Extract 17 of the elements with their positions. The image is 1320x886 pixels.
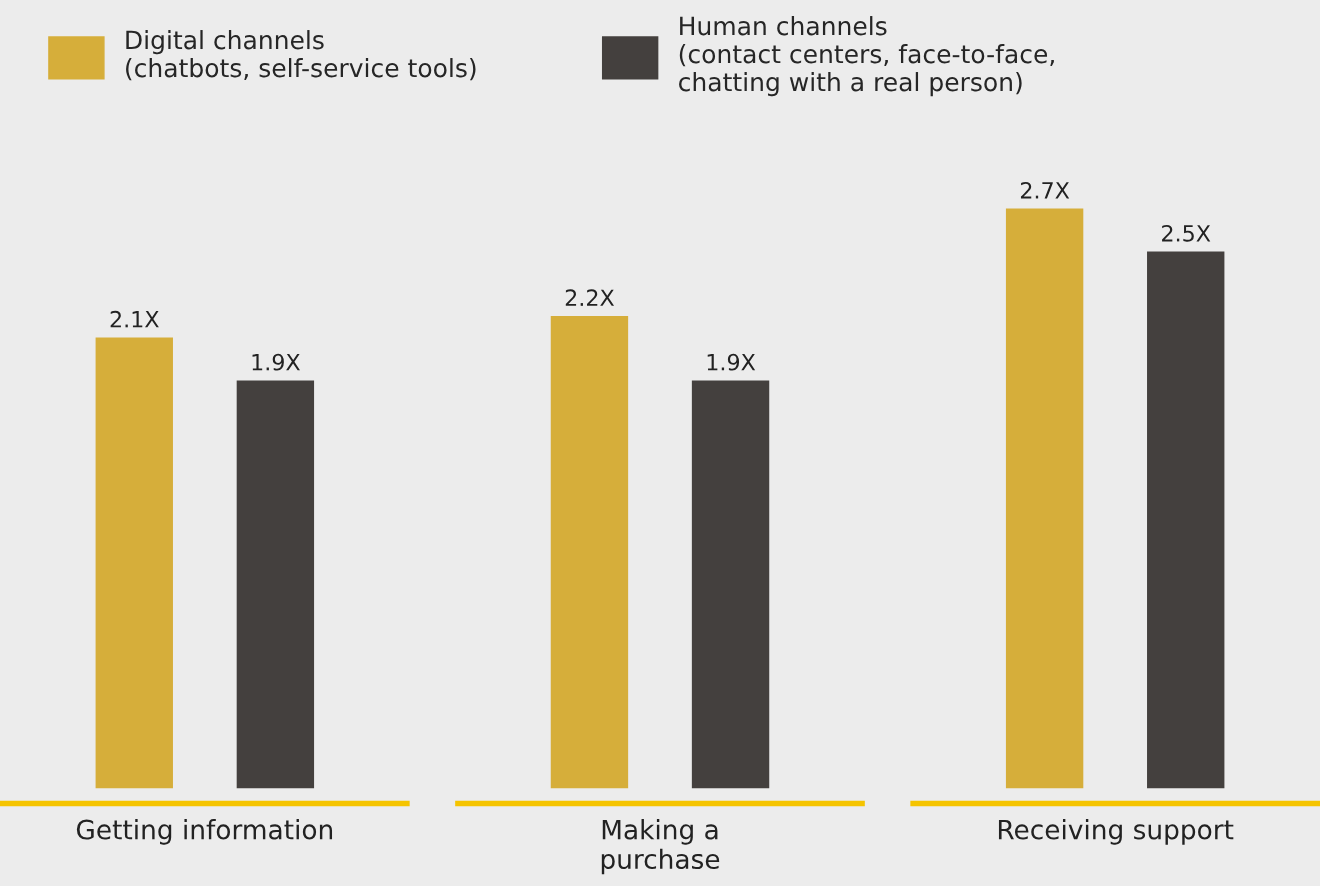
bar	[1005, 208, 1084, 789]
legend-label: Digital channels (chatbots, self-service tools)	[126, 30, 476, 81]
data-label: 1.9X	[252, 353, 300, 371]
legend-label: Human channels (contact centers, face-to-face, chatting with a real person)	[679, 16, 1054, 97]
data-label: 2.1X	[110, 310, 159, 328]
data-label: 2.2X	[565, 289, 615, 306]
bar	[550, 316, 629, 789]
bar	[691, 380, 770, 789]
bar	[1147, 251, 1225, 789]
x-tick-label: Making a purchase	[601, 819, 720, 875]
data-label: 2.7X	[1020, 181, 1070, 199]
data-label: 1.9X	[707, 353, 756, 371]
data-label: 2.5X	[1162, 224, 1211, 242]
x-tick-label: Receiving support	[998, 819, 1234, 845]
x-tick-label: Getting information	[76, 819, 333, 845]
bar	[95, 337, 173, 789]
bar	[236, 380, 315, 789]
